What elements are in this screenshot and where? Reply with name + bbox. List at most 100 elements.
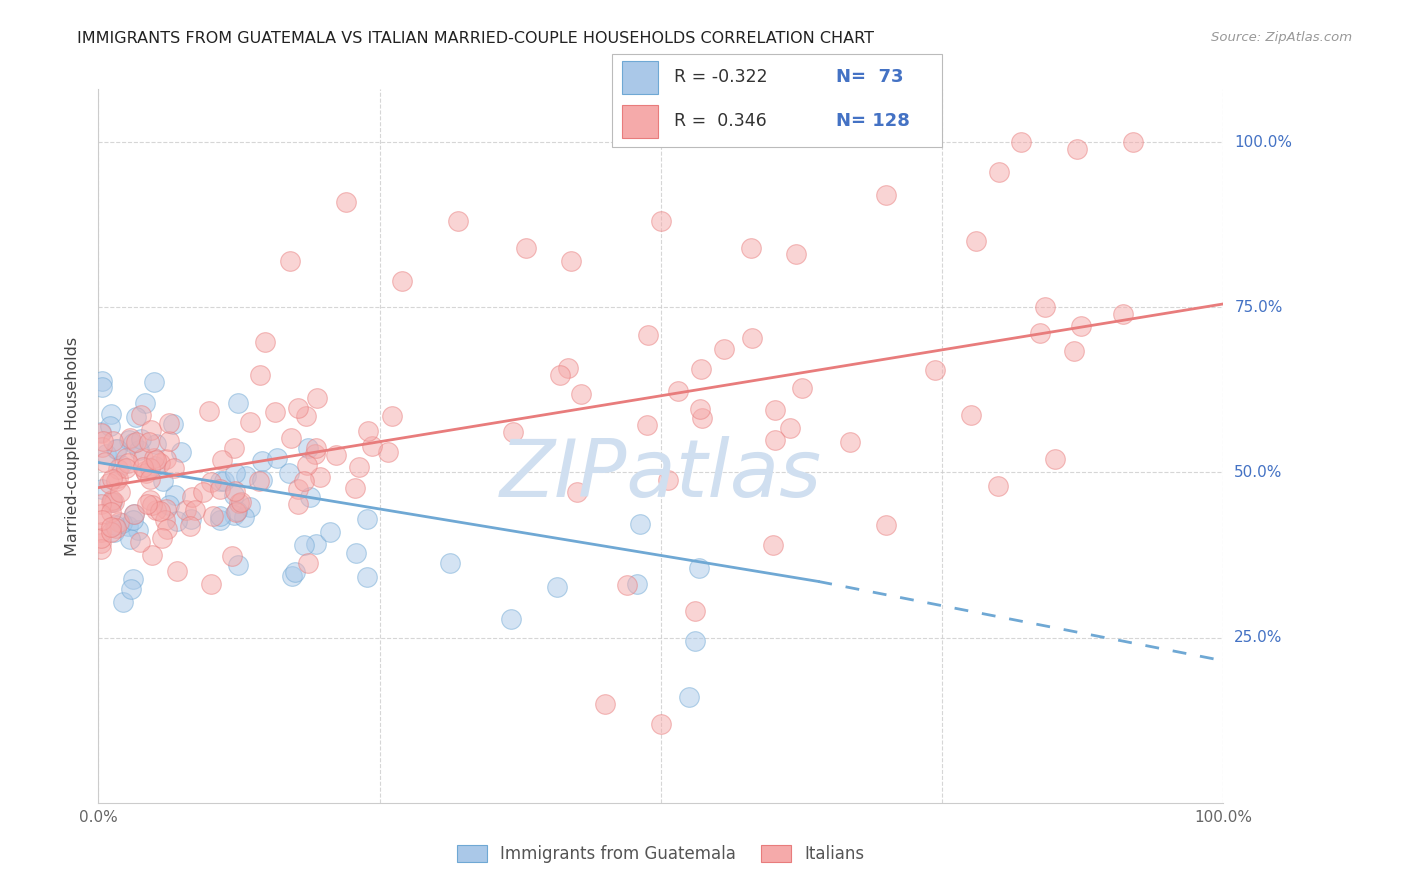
Point	[224, 466, 246, 480]
Point	[1043, 452, 1066, 467]
Point	[136, 497, 159, 511]
Point	[249, 368, 271, 382]
Point	[166, 514, 188, 528]
Point	[152, 474, 174, 488]
Point	[100, 505, 122, 519]
Bar	[621, 61, 658, 94]
Text: ZIPatlas: ZIPatlas	[499, 435, 823, 514]
Text: 100.0%: 100.0%	[1234, 135, 1292, 150]
Point	[90, 525, 112, 540]
Point	[231, 495, 253, 509]
Point	[121, 436, 143, 450]
Point	[149, 456, 172, 470]
Point	[650, 716, 672, 731]
Point	[120, 431, 142, 445]
Point	[875, 518, 897, 533]
Point	[131, 432, 153, 446]
Point	[280, 568, 302, 582]
Point	[295, 409, 318, 424]
Point	[91, 374, 114, 388]
Text: 25.0%: 25.0%	[1234, 630, 1282, 645]
Point	[226, 396, 249, 410]
Point	[294, 538, 316, 552]
Point	[254, 335, 277, 350]
Point	[107, 461, 129, 475]
Point	[250, 473, 273, 487]
Point	[100, 407, 122, 421]
Point	[763, 403, 786, 417]
Point	[139, 472, 162, 486]
Point	[678, 690, 700, 705]
Point	[138, 492, 160, 507]
Point	[90, 497, 112, 511]
Point	[565, 484, 588, 499]
Point	[447, 214, 470, 228]
Point	[143, 451, 166, 466]
Point	[90, 536, 112, 550]
Point	[637, 328, 659, 343]
Text: N=  73: N= 73	[837, 69, 904, 87]
Point	[299, 490, 322, 504]
Point	[120, 582, 142, 597]
Point	[1029, 326, 1052, 340]
Point	[120, 533, 142, 547]
Point	[139, 423, 162, 437]
Point	[100, 495, 122, 509]
Point	[226, 558, 249, 573]
Point	[295, 458, 318, 473]
Point	[114, 451, 136, 466]
Point	[546, 580, 568, 594]
Point	[101, 434, 124, 448]
Point	[91, 434, 114, 449]
Point	[987, 478, 1010, 492]
Point	[280, 431, 302, 445]
Point	[278, 466, 301, 480]
Point	[335, 194, 357, 209]
Point	[125, 409, 148, 424]
Point	[108, 484, 131, 499]
Point	[209, 482, 232, 496]
Text: 75.0%: 75.0%	[1234, 300, 1282, 315]
Point	[211, 452, 233, 467]
Point	[266, 451, 288, 466]
Point	[128, 443, 150, 458]
Point	[121, 513, 143, 527]
Point	[1070, 319, 1092, 334]
Point	[132, 450, 155, 465]
Point	[1063, 344, 1085, 359]
Point	[94, 455, 117, 469]
Point	[616, 578, 638, 592]
Point	[104, 474, 127, 488]
Point	[150, 531, 173, 545]
Point	[650, 214, 672, 228]
Point	[683, 634, 706, 648]
Point	[740, 241, 762, 255]
Point	[636, 417, 658, 432]
Point	[100, 520, 122, 534]
Point	[110, 458, 132, 473]
Point	[1035, 300, 1057, 314]
Point	[104, 442, 127, 457]
Y-axis label: Married-couple Households: Married-couple Households	[65, 336, 80, 556]
Point	[138, 435, 160, 450]
Point	[98, 476, 121, 491]
Point	[297, 441, 319, 455]
Point	[105, 521, 128, 535]
Point	[304, 536, 326, 550]
Point	[297, 556, 319, 570]
Point	[90, 513, 112, 527]
Point	[111, 595, 134, 609]
Point	[657, 473, 679, 487]
Point	[557, 360, 579, 375]
Point	[439, 556, 461, 570]
Point	[157, 434, 180, 448]
Text: IMMIGRANTS FROM GUATEMALA VS ITALIAN MARRIED-COUPLE HOUSEHOLDS CORRELATION CHART: IMMIGRANTS FROM GUATEMALA VS ITALIAN MAR…	[77, 31, 875, 46]
Point	[179, 519, 201, 533]
Point	[122, 572, 145, 586]
Point	[1066, 142, 1088, 156]
Point	[377, 445, 399, 459]
Point	[713, 342, 735, 356]
Point	[107, 442, 129, 456]
Point	[108, 516, 131, 530]
Point	[239, 500, 262, 514]
